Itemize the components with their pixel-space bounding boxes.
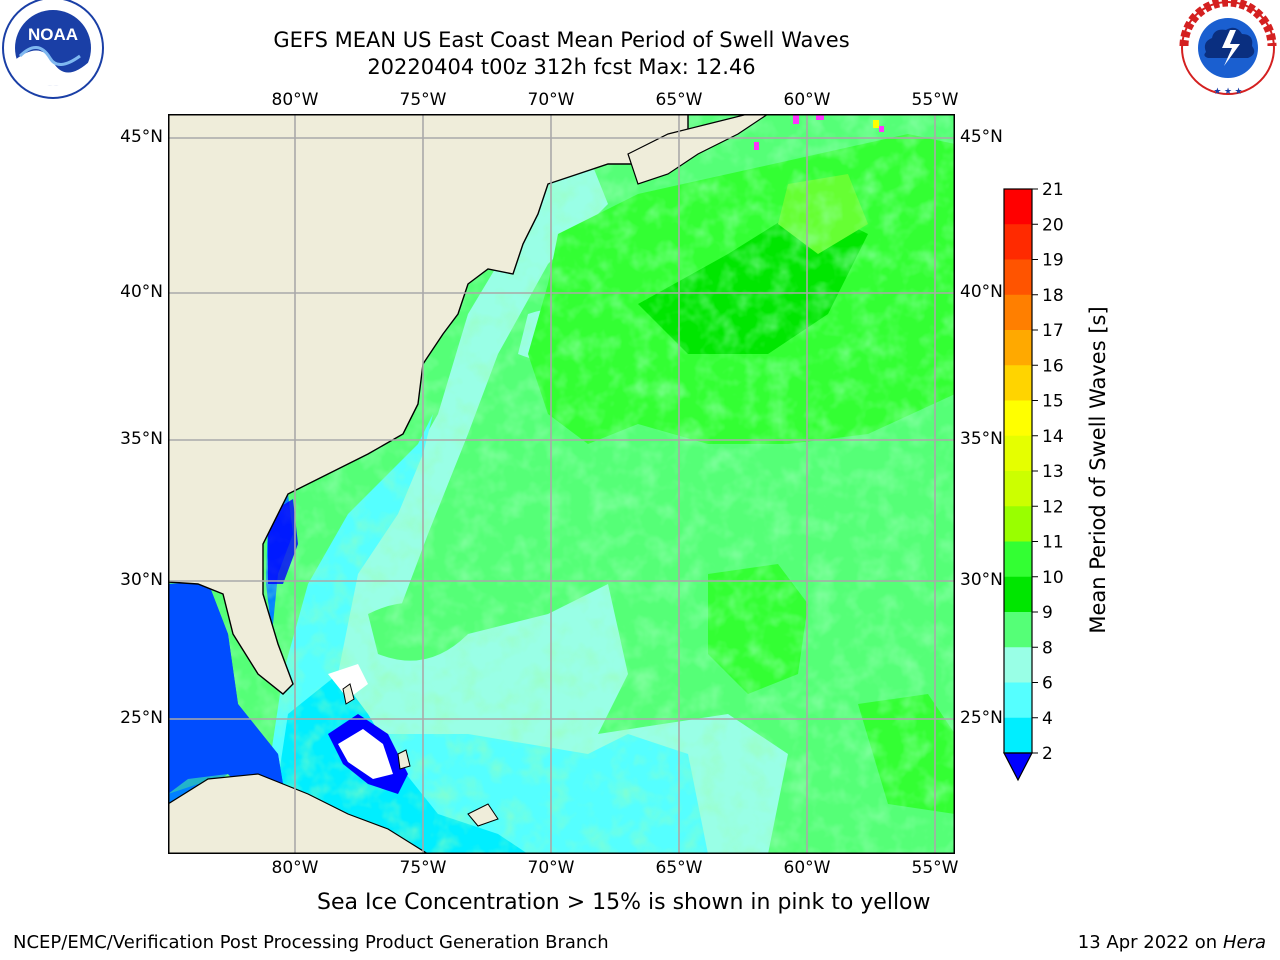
colorbar-cell [1004, 471, 1032, 507]
colorbar-cell [1004, 717, 1032, 754]
colorbar-cell [1004, 189, 1032, 225]
colorbar-cell [1004, 647, 1032, 683]
lat-tick-left: 45°N [120, 127, 163, 147]
sea-ice-pixel [879, 126, 884, 132]
colorbar-cell [1004, 576, 1032, 613]
colorbar-tick-label: 14 [1042, 427, 1064, 447]
map-subtitle: 20220404 t00z 312h fcst Max: 12.46 [367, 55, 756, 79]
colorbar-cell [1004, 365, 1032, 401]
nws-logo: ★ ★ ★ [1179, 0, 1277, 96]
colorbar: 21 20 19 18 17 16 15 14 13 12 11 10 9 8 6 4 2 [1003, 180, 1064, 782]
sea-ice-pixel [793, 114, 799, 124]
colorbar-tick-label: 2 [1042, 744, 1053, 764]
colorbar-cell [1004, 294, 1032, 331]
colorbar-tick-label: 19 [1042, 251, 1064, 271]
colorbar-tick-label: 9 [1042, 603, 1053, 623]
colorbar-cell [1004, 506, 1032, 542]
lon-tick-bottom: 70°W [527, 858, 575, 878]
land-north-america [168, 114, 689, 695]
colorbar-tick-label: 10 [1042, 568, 1064, 588]
lat-tick-right: 30°N [960, 570, 1003, 590]
lon-tick-top: 55°W [911, 90, 959, 110]
map-title: GEFS MEAN US East Coast Mean Period of S… [273, 28, 850, 52]
colorbar-cell [1004, 259, 1032, 296]
colorbar-tick-label: 13 [1042, 462, 1064, 482]
colorbar-tick-label: 12 [1042, 497, 1064, 517]
footer-credit: NCEP/EMC/Verification Post Processing Pr… [13, 932, 609, 953]
footer-machine: Hera [1222, 932, 1266, 953]
lon-tick-top: 65°W [655, 90, 703, 110]
colorbar-tick-label: 21 [1042, 180, 1064, 200]
lat-tick-right: 35°N [960, 429, 1003, 449]
lon-tick-bottom: 75°W [399, 858, 447, 878]
land-cuba [168, 773, 430, 854]
colorbar-tick-label: 11 [1042, 533, 1064, 553]
lat-tick-left: 30°N [120, 570, 163, 590]
bahamas-bank [338, 729, 393, 779]
colorbar-tick-label: 20 [1042, 215, 1064, 235]
sea-ice-caption: Sea Ice Concentration > 15% is shown in … [317, 890, 931, 915]
map-frame [168, 114, 955, 854]
lat-tick-left: 35°N [120, 429, 163, 449]
colorbar-tick-label: 17 [1042, 321, 1064, 341]
swell-period-map[interactable] [168, 114, 955, 854]
colorbar-cell [1004, 330, 1032, 366]
lon-tick-top: 80°W [271, 90, 319, 110]
colorbar-tick-label: 18 [1042, 286, 1064, 306]
footer-date: 13 Apr 2022 on Hera [1078, 932, 1266, 953]
land-island [342, 683, 355, 705]
colorbar-cell [1004, 435, 1032, 472]
lon-tick-top: 70°W [527, 90, 575, 110]
colorbar-tick-label: 4 [1042, 709, 1053, 729]
lon-tick-bottom: 80°W [271, 858, 319, 878]
lon-tick-bottom: 60°W [783, 858, 831, 878]
colorbar-cell [1004, 612, 1032, 648]
graticule [168, 114, 955, 854]
lat-tick-left: 25°N [120, 708, 163, 728]
lat-tick-right: 25°N [960, 708, 1003, 728]
colorbar-label: Mean Period of Swell Waves [s] [1086, 306, 1110, 634]
nws-stars: ★ ★ ★ [1213, 86, 1242, 96]
colorbar-cell [1004, 682, 1032, 719]
bahamas-bank [328, 664, 368, 699]
lon-tick-bottom: 55°W [911, 858, 959, 878]
lon-tick-top: 60°W [783, 90, 831, 110]
land-island [397, 749, 411, 770]
colorbar-tick-label: 15 [1042, 392, 1064, 412]
noaa-logo-text: NOAA [28, 25, 78, 44]
colorbar-tick-label: 8 [1042, 638, 1053, 658]
colorbar-cell [1004, 541, 1032, 578]
sea-ice-pixel [754, 142, 759, 150]
footer-date-text: 13 Apr 2022 on [1077, 932, 1223, 953]
gulf-band [168, 582, 288, 814]
colorbar-under-triangle [1003, 752, 1033, 782]
lat-tick-right: 40°N [960, 282, 1003, 302]
land-nova-scotia [627, 114, 770, 185]
land-island [467, 803, 499, 827]
lon-tick-bottom: 65°W [655, 858, 703, 878]
sea-ice-pixel [873, 120, 879, 128]
lat-tick-right: 45°N [960, 127, 1003, 147]
sea-ice-pixel [816, 114, 824, 120]
colorbar-tick-label: 6 [1042, 674, 1053, 694]
colorbar-cell [1004, 224, 1032, 260]
colorbar-tick-label: 16 [1042, 356, 1064, 376]
lon-tick-top: 75°W [399, 90, 447, 110]
colorbar-cell [1004, 400, 1032, 437]
noaa-logo: NOAA [2, 0, 104, 99]
lat-tick-left: 40°N [120, 282, 163, 302]
